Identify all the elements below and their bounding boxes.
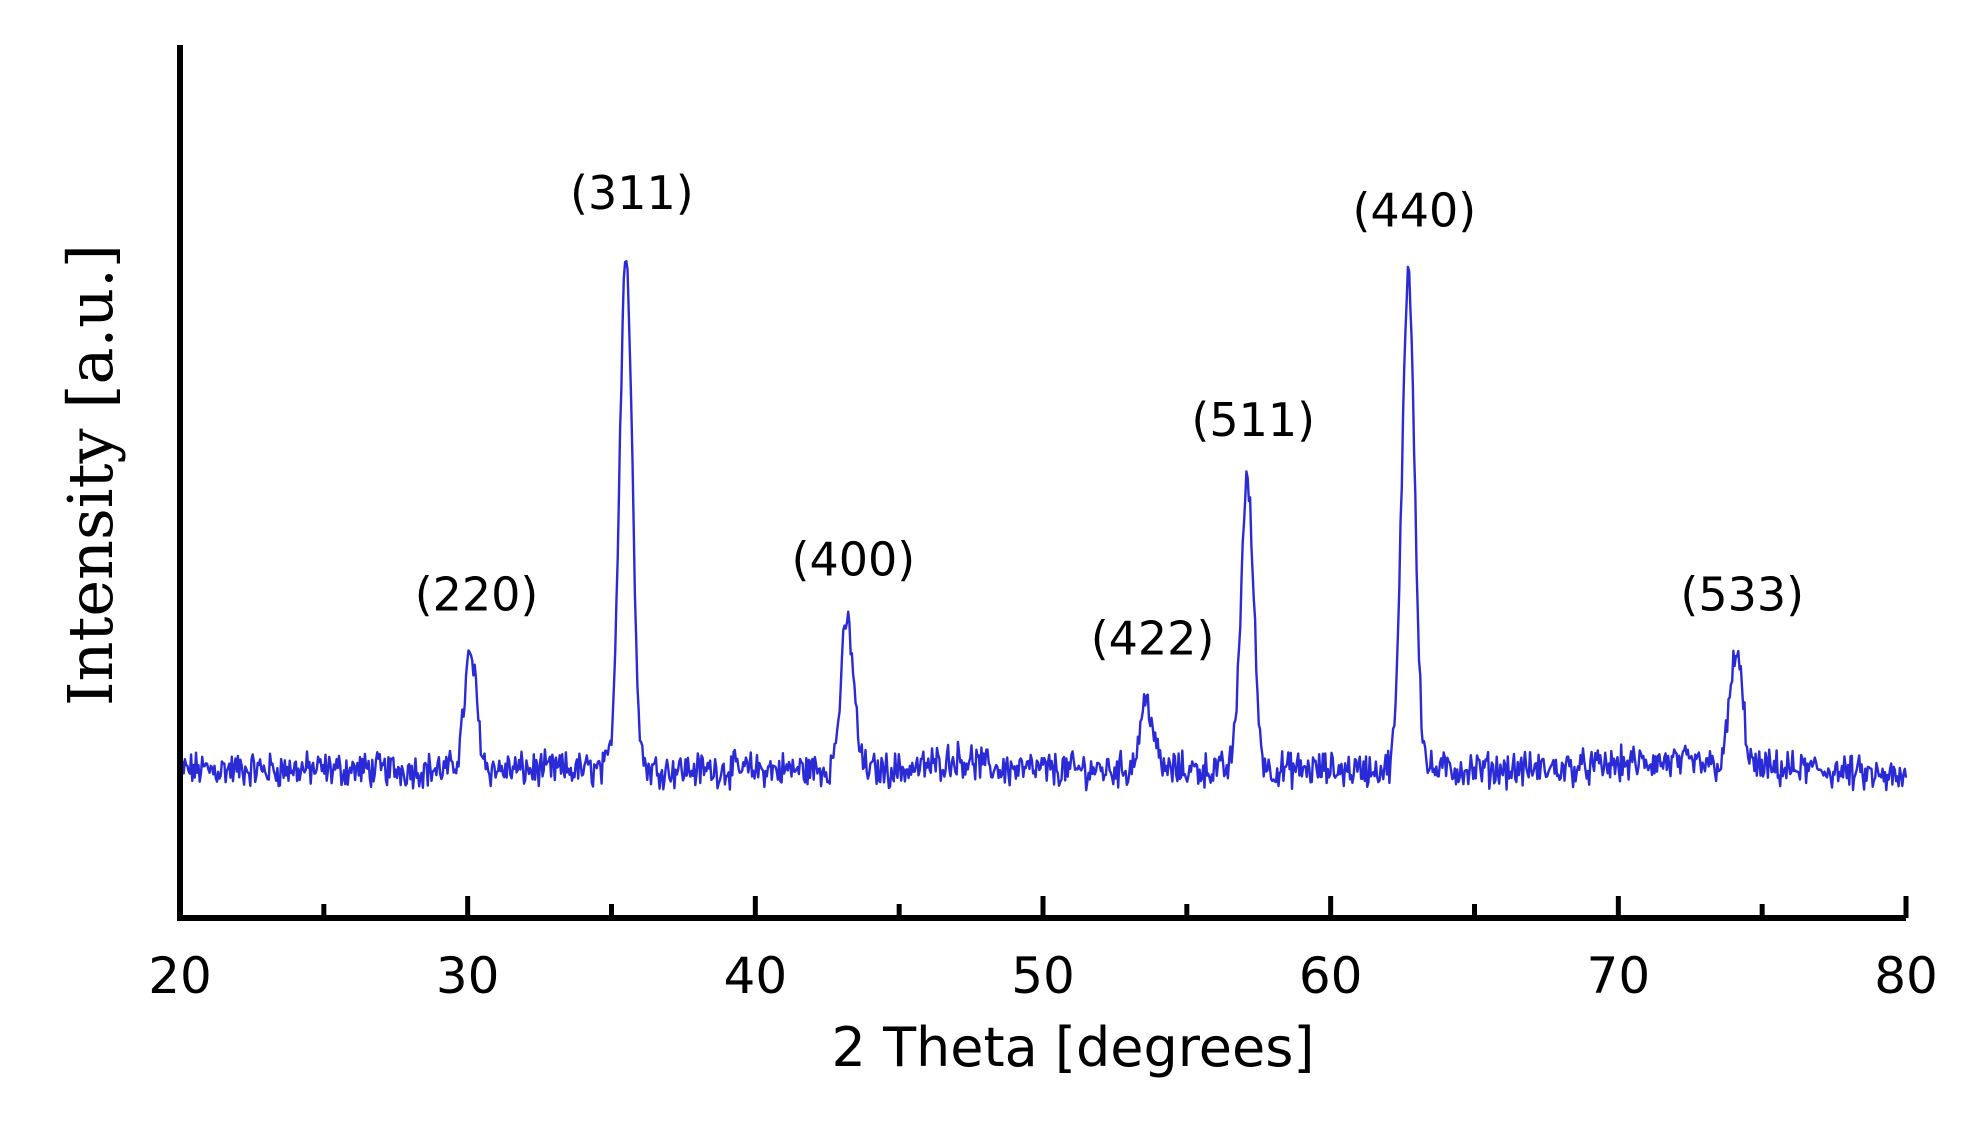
peak-label: (220) [415,568,539,622]
x-tick-label: 30 [436,947,500,1005]
peak-label: (422) [1091,611,1215,665]
x-ticks: 20 30 40 50 60 70 80 [148,896,1938,1005]
x-tick-label: 40 [724,947,788,1005]
peak-labels: (220) (311) (400) (422) (511) (440) (533) [415,166,1804,665]
series-layer [178,260,1908,792]
x-tick-label: 20 [148,947,212,1005]
x-tick-label: 80 [1874,947,1938,1005]
x-axis-title: 2 Theta [degrees] [832,1016,1315,1079]
peak-label: (400) [792,533,916,587]
y-axis-title: Intensity [a.u.] [54,244,127,706]
peak-label: (311) [570,166,694,220]
x-tick-label: 70 [1587,947,1651,1005]
x-tick-label: 60 [1299,947,1363,1005]
peak-label: (440) [1352,184,1476,238]
xrd-series-line [178,260,1908,792]
x-tick-label: 50 [1011,947,1075,1005]
peak-label: (511) [1191,393,1315,447]
peak-label: (533) [1680,568,1804,622]
